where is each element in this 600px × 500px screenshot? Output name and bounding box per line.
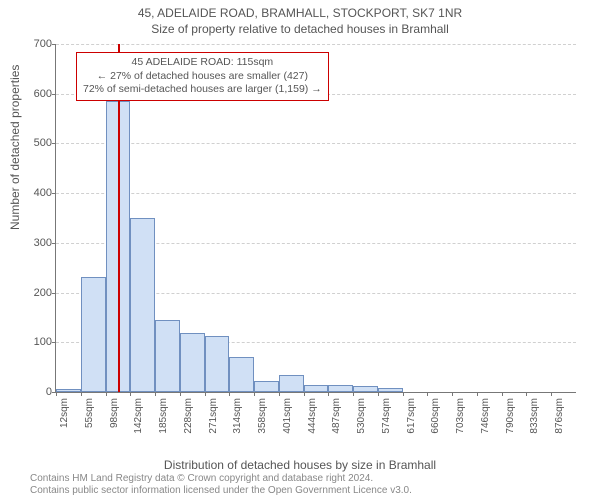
- gridline-h: [56, 44, 576, 45]
- xtick-mark: [56, 392, 57, 396]
- ytick-mark: [52, 143, 56, 144]
- attribution-line2: Contains public sector information licen…: [30, 485, 590, 497]
- y-axis-label: Number of detached properties: [8, 65, 22, 230]
- xtick-mark: [452, 392, 453, 396]
- xtick-mark: [477, 392, 478, 396]
- xtick-label: 228sqm: [183, 398, 194, 434]
- xtick-mark: [279, 392, 280, 396]
- xtick-label: 530sqm: [356, 398, 367, 434]
- histogram-bar: [279, 375, 304, 392]
- xtick-label: 487sqm: [331, 398, 342, 434]
- plot-area: 010020030040050060070012sqm55sqm98sqm142…: [55, 44, 576, 393]
- histogram-bar: [378, 388, 403, 392]
- xtick-mark: [205, 392, 206, 396]
- gridline-h: [56, 143, 576, 144]
- attribution: Contains HM Land Registry data © Crown c…: [30, 473, 590, 497]
- xtick-label: 314sqm: [232, 398, 243, 434]
- histogram-bar: [81, 277, 106, 392]
- chart-title-sub: Size of property relative to detached ho…: [0, 22, 600, 36]
- xtick-label: 12sqm: [59, 398, 70, 428]
- xtick-mark: [155, 392, 156, 396]
- attribution-line1: Contains HM Land Registry data © Crown c…: [30, 473, 590, 485]
- annotation-box: 45 ADELAIDE ROAD: 115sqm ← 27% of detach…: [76, 52, 329, 101]
- xtick-label: 271sqm: [208, 398, 219, 434]
- chart-container: 45, ADELAIDE ROAD, BRAMHALL, STOCKPORT, …: [0, 0, 600, 500]
- xtick-label: 185sqm: [158, 398, 169, 434]
- ytick-mark: [52, 94, 56, 95]
- ytick-label: 200: [34, 287, 52, 299]
- ytick-mark: [52, 243, 56, 244]
- xtick-label: 358sqm: [257, 398, 268, 434]
- xtick-label: 790sqm: [505, 398, 516, 434]
- histogram-bar: [155, 320, 180, 392]
- xtick-label: 401sqm: [282, 398, 293, 434]
- histogram-bar: [353, 386, 378, 392]
- xtick-label: 876sqm: [554, 398, 565, 434]
- histogram-bar: [130, 218, 155, 392]
- ytick-label: 300: [34, 237, 52, 249]
- annotation-line3: 72% of semi-detached houses are larger (…: [83, 83, 322, 97]
- xtick-mark: [378, 392, 379, 396]
- xtick-mark: [427, 392, 428, 396]
- xtick-mark: [106, 392, 107, 396]
- x-axis-label: Distribution of detached houses by size …: [0, 458, 600, 472]
- ytick-mark: [52, 193, 56, 194]
- ytick-label: 700: [34, 38, 52, 50]
- histogram-bar: [328, 385, 353, 392]
- gridline-h: [56, 193, 576, 194]
- chart-title-main: 45, ADELAIDE ROAD, BRAMHALL, STOCKPORT, …: [0, 6, 600, 20]
- histogram-bar: [254, 381, 279, 392]
- ytick-label: 600: [34, 88, 52, 100]
- ytick-label: 400: [34, 187, 52, 199]
- annotation-line1: 45 ADELAIDE ROAD: 115sqm: [83, 56, 322, 70]
- xtick-label: 617sqm: [406, 398, 417, 434]
- xtick-mark: [502, 392, 503, 396]
- histogram-bar: [304, 385, 329, 392]
- xtick-label: 142sqm: [133, 398, 144, 434]
- xtick-mark: [353, 392, 354, 396]
- xtick-mark: [526, 392, 527, 396]
- histogram-bar: [205, 336, 230, 392]
- xtick-mark: [81, 392, 82, 396]
- xtick-label: 660sqm: [430, 398, 441, 434]
- xtick-mark: [229, 392, 230, 396]
- xtick-mark: [254, 392, 255, 396]
- xtick-label: 55sqm: [84, 398, 95, 428]
- ytick-mark: [52, 342, 56, 343]
- ytick-label: 0: [46, 386, 52, 398]
- ytick-mark: [52, 293, 56, 294]
- xtick-label: 444sqm: [307, 398, 318, 434]
- ytick-mark: [52, 44, 56, 45]
- xtick-mark: [180, 392, 181, 396]
- xtick-mark: [403, 392, 404, 396]
- histogram-bar: [56, 389, 81, 392]
- ytick-label: 500: [34, 137, 52, 149]
- xtick-mark: [304, 392, 305, 396]
- ytick-label: 100: [34, 336, 52, 348]
- histogram-bar: [180, 333, 205, 392]
- xtick-mark: [551, 392, 552, 396]
- xtick-mark: [328, 392, 329, 396]
- xtick-label: 703sqm: [455, 398, 466, 434]
- xtick-label: 833sqm: [529, 398, 540, 434]
- xtick-label: 574sqm: [381, 398, 392, 434]
- xtick-mark: [130, 392, 131, 396]
- xtick-label: 98sqm: [109, 398, 120, 428]
- xtick-label: 746sqm: [480, 398, 491, 434]
- annotation-line2: ← 27% of detached houses are smaller (42…: [83, 70, 322, 84]
- histogram-bar: [229, 357, 254, 392]
